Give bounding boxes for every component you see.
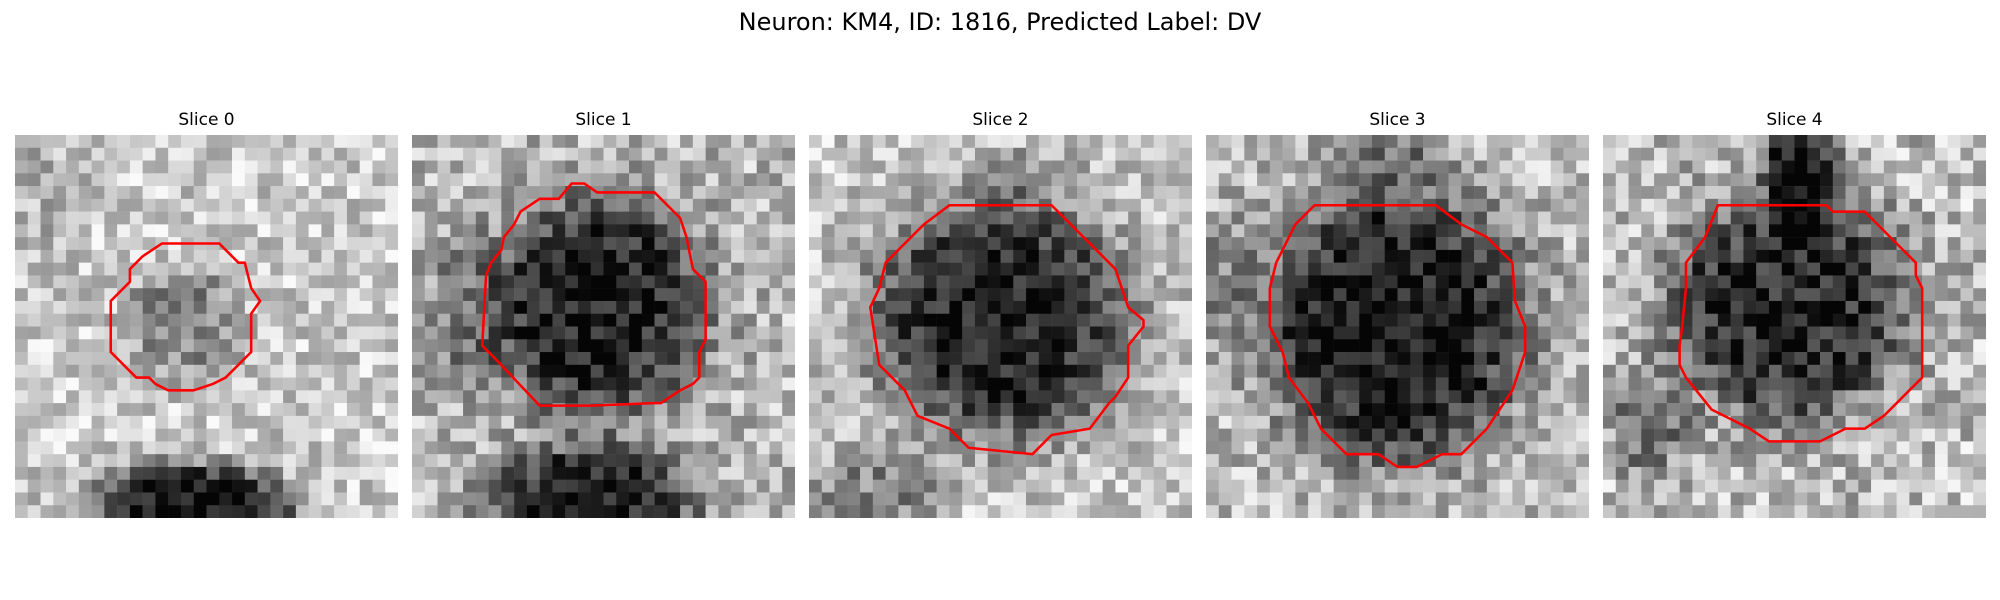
neuron-contour — [1268, 203, 1527, 469]
slice-panel: Slice 1 — [412, 108, 795, 524]
slice-title: Slice 3 — [1369, 110, 1426, 130]
slice-image — [412, 135, 795, 518]
slice-image — [15, 135, 398, 518]
slice-image — [1206, 135, 1589, 518]
slice-title: Slice 2 — [972, 110, 1029, 130]
slice-panel: Slice 3 — [1206, 108, 1589, 524]
slice-title: Slice 4 — [1766, 110, 1823, 130]
slice-panel: Slice 4 — [1603, 108, 1986, 524]
slice-image — [1603, 135, 1986, 518]
slice-panel: Slice 0 — [15, 108, 398, 524]
slice-panel: Slice 2 — [809, 108, 1192, 524]
neuron-contour — [109, 242, 262, 392]
slice-title: Slice 1 — [575, 110, 632, 130]
neuron-contour — [869, 203, 1145, 456]
neuron-contour — [1678, 203, 1924, 443]
slice-image — [809, 135, 1192, 518]
figure-title: Neuron: KM4, ID: 1816, Predicted Label: … — [738, 8, 1262, 36]
slice-title: Slice 0 — [178, 110, 235, 130]
neuron-contour — [480, 182, 707, 407]
